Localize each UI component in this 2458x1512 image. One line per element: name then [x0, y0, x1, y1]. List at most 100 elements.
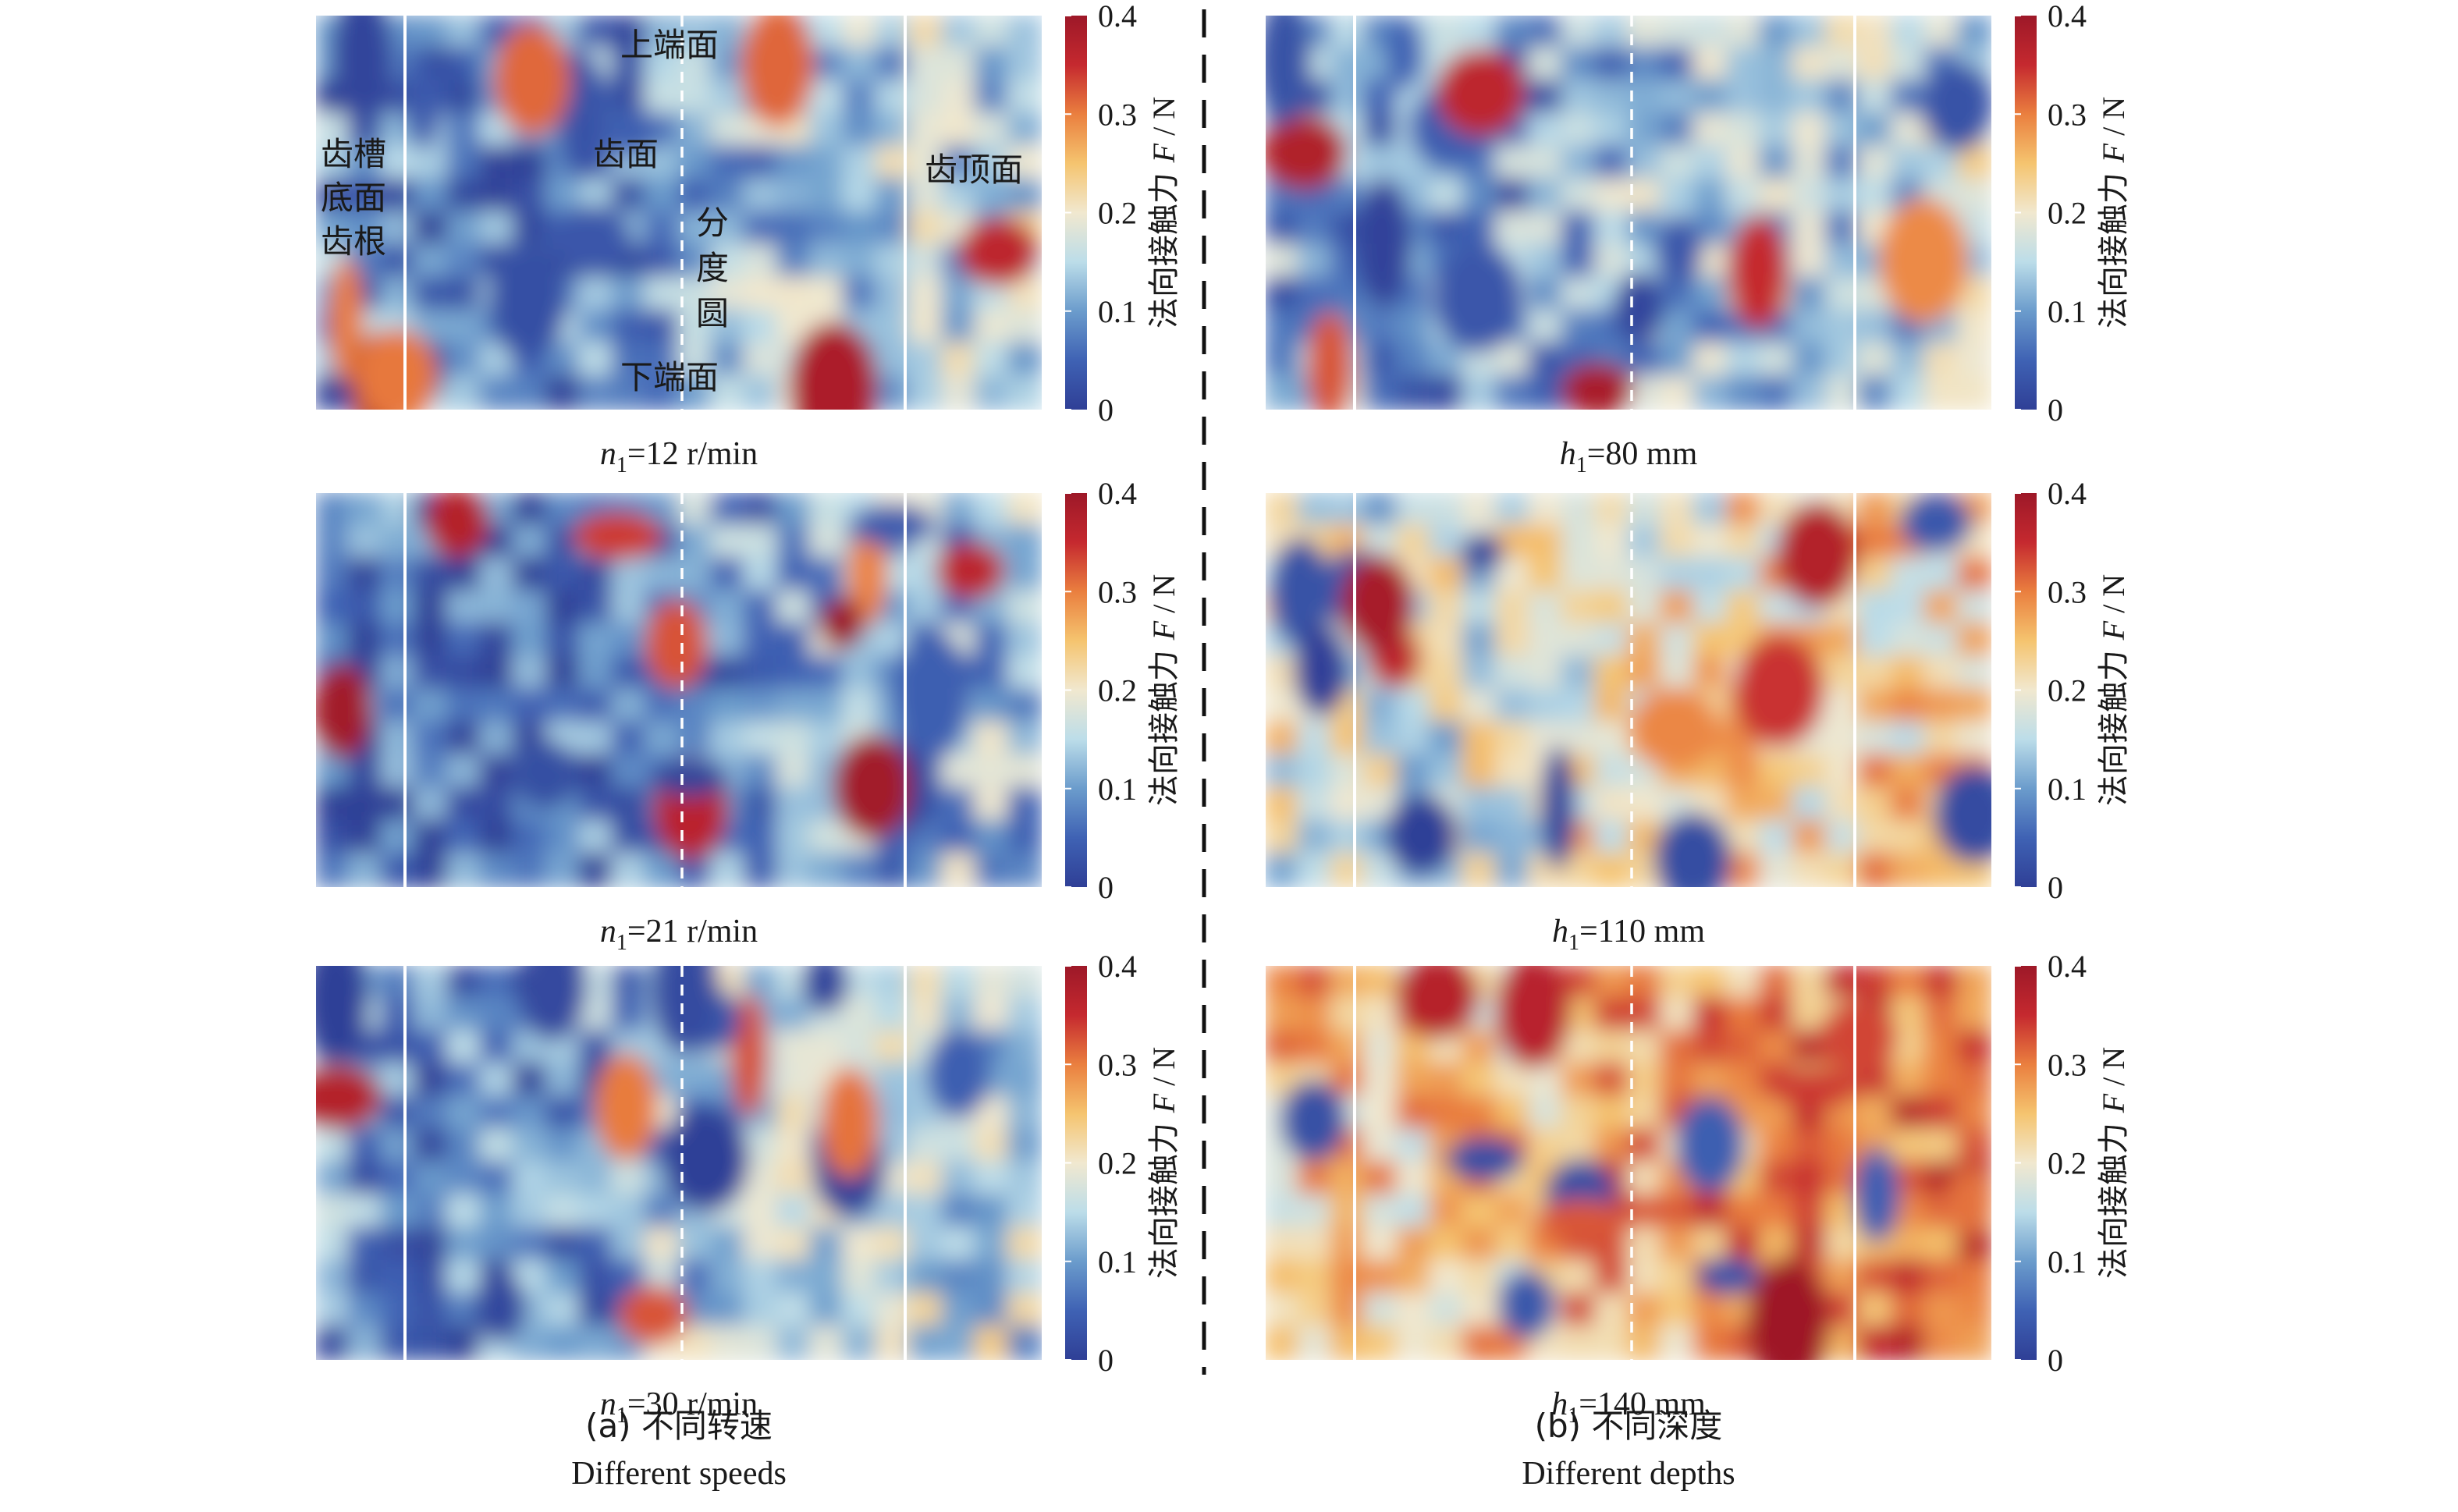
heatmap-cell [1297, 966, 1334, 1001]
colorbar-tick-label: 0.2 [2048, 673, 2087, 708]
heatmap-cell [1007, 1226, 1042, 1263]
hot-spot [1534, 1199, 1627, 1239]
cold-spot [651, 966, 719, 1056]
heatmap-cell [1725, 178, 1763, 215]
heatmap-cell [743, 374, 780, 410]
heatmap-cell [710, 1292, 747, 1329]
heatmap-cell [479, 754, 516, 790]
heatmap-cell [1429, 1095, 1465, 1132]
heatmap-cell [644, 557, 680, 594]
heatmap-cell [1330, 754, 1366, 790]
heatmap-cell [1725, 590, 1763, 626]
heatmap-cell [743, 557, 780, 594]
heatmap-cell [578, 819, 615, 856]
heatmap-cell [1297, 1194, 1334, 1230]
colorbar-title-unit: / N [2096, 1047, 2131, 1094]
heatmap-cell [1561, 623, 1597, 659]
heatmap-cell [446, 243, 483, 280]
heatmap-cell [710, 178, 747, 215]
heatmap-cell [1725, 1030, 1763, 1067]
heatmap-cell [1660, 47, 1696, 83]
heatmap-cell [1561, 178, 1597, 215]
heatmap-cell [347, 819, 384, 856]
panel-label: h1=110 mm [1552, 914, 1705, 955]
heatmap-cell [479, 1095, 516, 1132]
heatmap-cell [776, 1161, 813, 1198]
heatmap-cell [512, 1095, 549, 1132]
heatmap-cell [1007, 374, 1042, 410]
heatmap-cell [380, 1161, 417, 1198]
colorbar-title-var: F [2096, 143, 2131, 163]
hot-spot [1394, 966, 1479, 1040]
heatmap-cell [1561, 493, 1597, 528]
heatmap-cell [512, 1063, 549, 1099]
heatmap-cell [446, 721, 483, 758]
heatmap-cell [1007, 997, 1042, 1034]
colorbar-tick-label: 0.1 [1098, 772, 1137, 807]
heatmap-cell [380, 966, 417, 1001]
heatmap-cell [1725, 47, 1763, 83]
colorbar-tick-label: 0.4 [1098, 0, 1137, 34]
heatmap-cell [1857, 1095, 1895, 1132]
heatmap-cell [941, 145, 978, 182]
heatmap-cell [941, 819, 978, 856]
heatmap-cell [776, 145, 813, 182]
heatmap-cell [1330, 997, 1366, 1034]
heatmap-cell [710, 852, 747, 887]
heatmap-cell [1561, 1063, 1597, 1099]
heatmap-cell [380, 524, 417, 561]
heatmap-cell [1956, 16, 1991, 51]
heatmap-cell [1396, 1095, 1433, 1132]
heatmap-cell [1494, 16, 1532, 51]
colorbar-tick-label: 0.3 [1098, 97, 1137, 132]
heatmap-cell [1956, 1128, 1991, 1165]
heatmap-cell [908, 342, 945, 378]
heatmap-cell [1857, 80, 1895, 116]
heatmap-cell [316, 754, 351, 790]
heatmap-cell [545, 852, 582, 887]
panel-label-value: =110 mm [1579, 914, 1705, 949]
heatmap-cell [1956, 178, 1991, 215]
heatmap-cell [1593, 211, 1630, 247]
heatmap-cell [413, 688, 450, 725]
heatmap-cell [710, 623, 747, 659]
heatmap-cell [1593, 80, 1630, 116]
heatmap-panel: 0 0.1 0.2 0.3 0.4 法向接触力 F / N h1=140 mm [1266, 949, 2132, 1428]
heatmap-cell [1528, 80, 1565, 116]
heatmap-cell [1725, 997, 1763, 1034]
heatmap-cell [644, 80, 680, 116]
colorbar-title-cn: 法向接触力 [2096, 162, 2132, 328]
heatmap-cell [842, 655, 879, 692]
heatmap-cell [1494, 145, 1532, 182]
heatmap-cell [316, 1325, 351, 1360]
heatmap-cell [413, 819, 450, 856]
heatmap-cell [1462, 688, 1498, 725]
heatmap-cell [1891, 1259, 1927, 1296]
heatmap-cell [446, 211, 483, 247]
heatmap-cell [413, 1161, 450, 1198]
heatmap-cell [1007, 16, 1042, 51]
heatmap-cell [446, 1095, 483, 1132]
heatmap-cell [1362, 1030, 1400, 1067]
heatmap-cell [1494, 493, 1532, 528]
heatmap-cell [743, 852, 780, 887]
heatmap-cell [1660, 374, 1696, 410]
cold-spot [1613, 272, 1664, 344]
heatmap-cell [1857, 721, 1895, 758]
heatmap-cell [1528, 493, 1565, 528]
heatmap-cell [512, 655, 549, 692]
heatmap-cell [413, 786, 450, 823]
heatmap-cell [1693, 997, 1729, 1034]
colorbar-title-cn: 法向接触力 [1146, 1113, 1182, 1279]
heatmap-cell [545, 557, 582, 594]
heatmap-cell [545, 688, 582, 725]
heatmap-cell [1660, 1325, 1696, 1360]
heatmap-cell [413, 721, 450, 758]
heatmap-cell [545, 374, 582, 410]
hot-spot [328, 257, 364, 382]
heatmap-cell [1266, 1194, 1301, 1230]
heatmap-cell [776, 524, 813, 561]
heatmap-cell [380, 1226, 417, 1263]
heatmap-cell [1007, 786, 1042, 823]
heatmap-cell [316, 819, 351, 856]
